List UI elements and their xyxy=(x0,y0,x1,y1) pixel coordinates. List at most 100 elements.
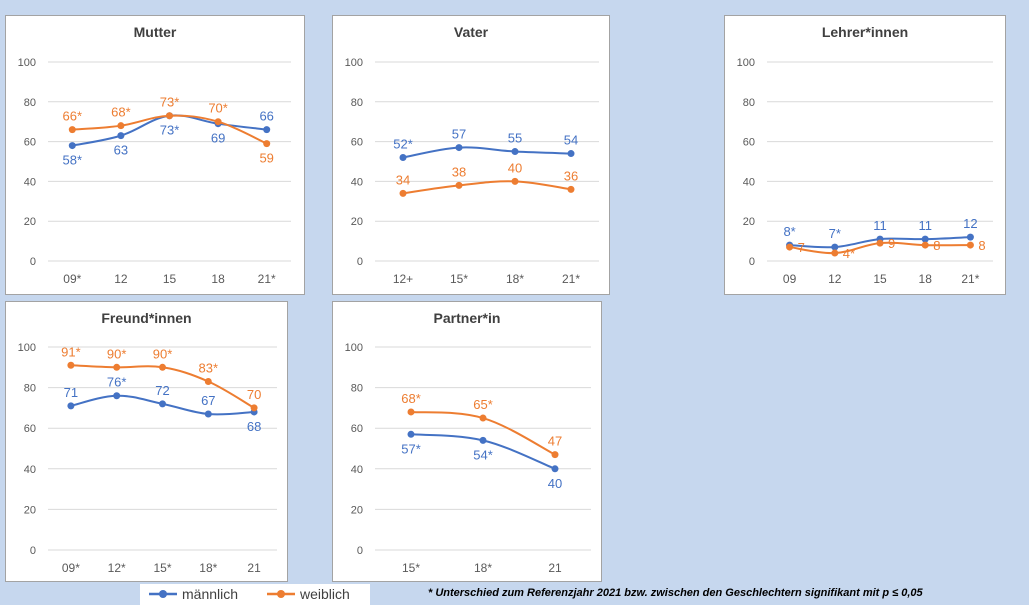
legend-item-maennlich: männlich xyxy=(148,586,238,602)
data-point-weiblich xyxy=(68,126,76,134)
data-label-weiblich: 7 xyxy=(798,240,805,255)
data-label-weiblich: 9 xyxy=(888,236,895,251)
x-tick-label: 21* xyxy=(562,272,580,286)
data-label-maennlich: 76* xyxy=(107,375,127,390)
x-tick-label: 21 xyxy=(247,561,261,575)
y-tick-label: 60 xyxy=(743,137,755,149)
line-chart: 0 20 40 60 80 100 12+ 15* 18* 21* 52* 57 55 54 34 38 40 3… xyxy=(345,57,599,286)
x-tick-label: 21* xyxy=(961,272,979,286)
data-point-weiblich xyxy=(966,241,974,249)
chart-title: Lehrer*innen xyxy=(821,24,909,40)
data-label-maennlich: 12 xyxy=(963,216,977,231)
x-tick-label: 15* xyxy=(153,561,171,575)
data-point-maennlich xyxy=(263,126,271,134)
data-point-weiblich xyxy=(876,239,884,247)
legend: männlich weiblich xyxy=(140,584,370,605)
data-point-weiblich xyxy=(786,243,794,251)
y-tick-label: 20 xyxy=(351,504,363,516)
line-chart: 0 20 40 60 80 100 09* 12* 15* 18* 21 71 76* 72 67 68 91*… xyxy=(18,342,277,575)
data-label-maennlich: 67 xyxy=(201,393,215,408)
data-point-maennlich xyxy=(551,465,559,473)
data-point-weiblich xyxy=(67,361,75,369)
data-label-weiblich: 68* xyxy=(401,391,421,406)
data-label-weiblich: 70* xyxy=(208,101,228,116)
data-point-maennlich xyxy=(921,235,929,243)
chart-title: Mutter xyxy=(133,24,177,40)
x-tick-label: 18* xyxy=(506,272,524,286)
data-label-weiblich: 36 xyxy=(564,168,578,183)
data-point-weiblich xyxy=(407,408,415,416)
data-label-weiblich: 47 xyxy=(548,434,562,449)
y-tick-label: 0 xyxy=(30,545,36,557)
x-tick-label: 15 xyxy=(873,272,887,286)
data-label-maennlich: 8* xyxy=(783,224,795,239)
x-tick-label: 09* xyxy=(62,561,80,575)
data-label-maennlich: 7* xyxy=(829,226,841,241)
data-point-weiblich xyxy=(117,122,125,130)
y-tick-label: 80 xyxy=(24,97,36,109)
y-tick-label: 0 xyxy=(749,256,755,268)
y-tick-label: 60 xyxy=(351,423,363,435)
y-tick-label: 80 xyxy=(743,97,755,109)
y-tick-label: 100 xyxy=(737,57,755,69)
data-label-maennlich: 54 xyxy=(564,133,578,148)
data-point-weiblich xyxy=(831,249,839,257)
chart-panel-freund: Freund*innen 0 20 40 60 80 100 09* 12* 15* 18* 21 7… xyxy=(5,301,288,582)
data-label-maennlich: 72 xyxy=(155,383,169,398)
data-point-maennlich xyxy=(159,400,166,408)
chart-title: Freund*innen xyxy=(101,310,192,326)
y-tick-label: 80 xyxy=(24,383,36,395)
y-tick-label: 20 xyxy=(24,216,36,228)
data-point-weiblich xyxy=(250,404,258,412)
x-tick-label: 12* xyxy=(108,561,126,575)
data-label-weiblich: 59 xyxy=(259,151,273,166)
x-tick-label: 21 xyxy=(548,561,562,575)
chart-title: Partner*in xyxy=(433,310,501,326)
legend-label: männlich xyxy=(182,586,239,602)
x-tick-label: 09 xyxy=(783,272,797,286)
y-tick-label: 20 xyxy=(743,216,755,228)
data-point-weiblich xyxy=(113,363,121,371)
data-point-maennlich xyxy=(567,150,575,158)
data-label-maennlich: 71 xyxy=(64,385,78,400)
data-label-maennlich: 11 xyxy=(918,218,932,233)
legend-item-weiblich: weiblich xyxy=(266,586,350,602)
x-tick-label: 12 xyxy=(114,272,128,286)
x-tick-label: 21* xyxy=(258,272,276,286)
y-tick-label: 0 xyxy=(30,256,36,268)
x-tick-label: 18* xyxy=(474,561,492,575)
y-tick-label: 0 xyxy=(357,256,363,268)
y-tick-label: 100 xyxy=(345,342,363,354)
data-point-maennlich xyxy=(399,154,407,162)
data-label-weiblich: 83* xyxy=(199,361,219,376)
data-label-maennlich: 58* xyxy=(63,153,83,168)
data-label-weiblich: 40 xyxy=(508,160,522,175)
x-tick-label: 09* xyxy=(63,272,81,286)
data-label-weiblich: 70 xyxy=(247,387,261,402)
data-point-maennlich xyxy=(831,243,839,251)
data-label-weiblich: 90* xyxy=(153,346,173,361)
data-label-weiblich: 8 xyxy=(978,238,985,253)
data-label-weiblich: 91* xyxy=(61,344,81,359)
y-tick-label: 40 xyxy=(351,464,363,476)
y-tick-label: 80 xyxy=(351,383,363,395)
y-tick-label: 40 xyxy=(24,464,36,476)
x-tick-label: 18 xyxy=(211,272,225,286)
data-point-maennlich xyxy=(966,233,974,241)
data-label-weiblich: 8 xyxy=(933,238,940,253)
data-point-maennlich xyxy=(67,402,75,410)
y-tick-label: 40 xyxy=(743,176,755,188)
footnote: * Unterschied zum Referenzjahr 2021 bzw.… xyxy=(428,587,923,599)
chart-panel-vater: Vater 0 20 40 60 80 100 12+ 15* 18* 21* 52* 57 55 54 3… xyxy=(332,15,610,295)
legend-marker-weiblich xyxy=(267,590,295,598)
data-label-maennlich: 68 xyxy=(247,419,261,434)
x-tick-label: 12+ xyxy=(393,272,413,286)
data-point-weiblich xyxy=(921,241,929,249)
chart-panel-lehrer: Lehrer*innen 0 20 40 60 80 100 09 12 15 18 21* 8* 7*… xyxy=(724,15,1006,295)
x-tick-label: 18 xyxy=(919,272,933,286)
data-point-maennlich xyxy=(511,148,519,156)
x-tick-label: 15* xyxy=(450,272,468,286)
data-label-maennlich: 54* xyxy=(473,447,493,462)
line-chart: 0 20 40 60 80 100 09* 12 15 18 21* 58* 63 73* 69 66 66* 6… xyxy=(18,57,291,286)
data-label-weiblich: 66* xyxy=(63,109,83,124)
